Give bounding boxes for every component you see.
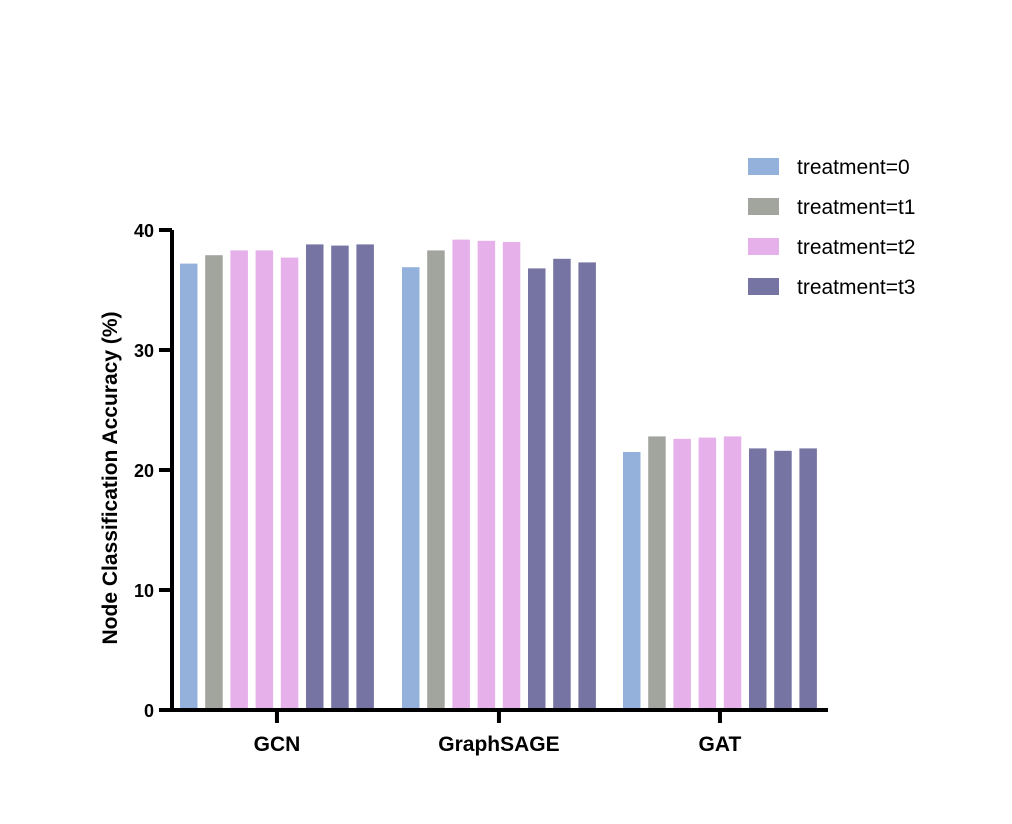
bar-gat-6 [749,448,767,710]
y-tick-label: 30 [134,341,154,361]
y-tick-label: 0 [144,701,154,721]
bar-gat-4 [698,437,717,710]
y-tick-label: 40 [134,221,154,241]
legend-swatch [748,158,779,175]
bar-gat-1 [623,452,641,710]
x-category-label: GraphSAGE [438,733,559,756]
bar-gat-5 [723,436,742,710]
y-ticks: 0 10 20 30 40 [134,221,172,721]
legend-label: treatment=t2 [797,236,915,259]
legend: treatment=0 treatment=t1 treatment=t2 treat… [748,156,915,299]
bars-layer [180,239,817,711]
bar-graphsage-3 [452,239,470,710]
x-category-label: GAT [699,733,742,756]
legend-label: treatment=0 [797,156,910,179]
y-axis-title: Node Classification Accuracy (%) [99,312,122,645]
bar-gcn-6 [306,244,324,710]
bar-graphsage-4 [477,240,496,711]
bar-gat-2 [648,436,666,710]
y-tick-label: 20 [134,461,154,481]
y-tick-label: 10 [134,581,154,601]
bar-graphsage-2 [427,250,445,710]
bar-graphsage-6 [528,268,546,710]
legend-label: treatment=t3 [797,276,915,299]
bar-gcn-2 [205,255,223,710]
bar-gat-7 [774,450,792,710]
bar-gcn-1 [180,263,198,710]
legend-swatch [748,198,779,215]
bar-gcn-5 [280,257,299,710]
legend-swatch [748,278,779,295]
bar-gcn-7 [331,245,349,710]
legend-swatch [748,238,779,255]
x-category-label: GCN [254,733,301,756]
bar-gcn-4 [255,250,274,710]
bar-graphsage-1 [402,267,420,710]
bar-gcn-8 [356,244,374,710]
bar-gat-8 [799,448,817,710]
bar-graphsage-8 [578,262,596,710]
x-categories: GCN GraphSAGE GAT [254,710,742,756]
bar-gat-3 [673,438,691,710]
bar-graphsage-5 [502,242,521,710]
bar-gcn-3 [230,250,248,710]
bar-graphsage-7 [553,258,571,710]
legend-label: treatment=t1 [797,196,915,219]
